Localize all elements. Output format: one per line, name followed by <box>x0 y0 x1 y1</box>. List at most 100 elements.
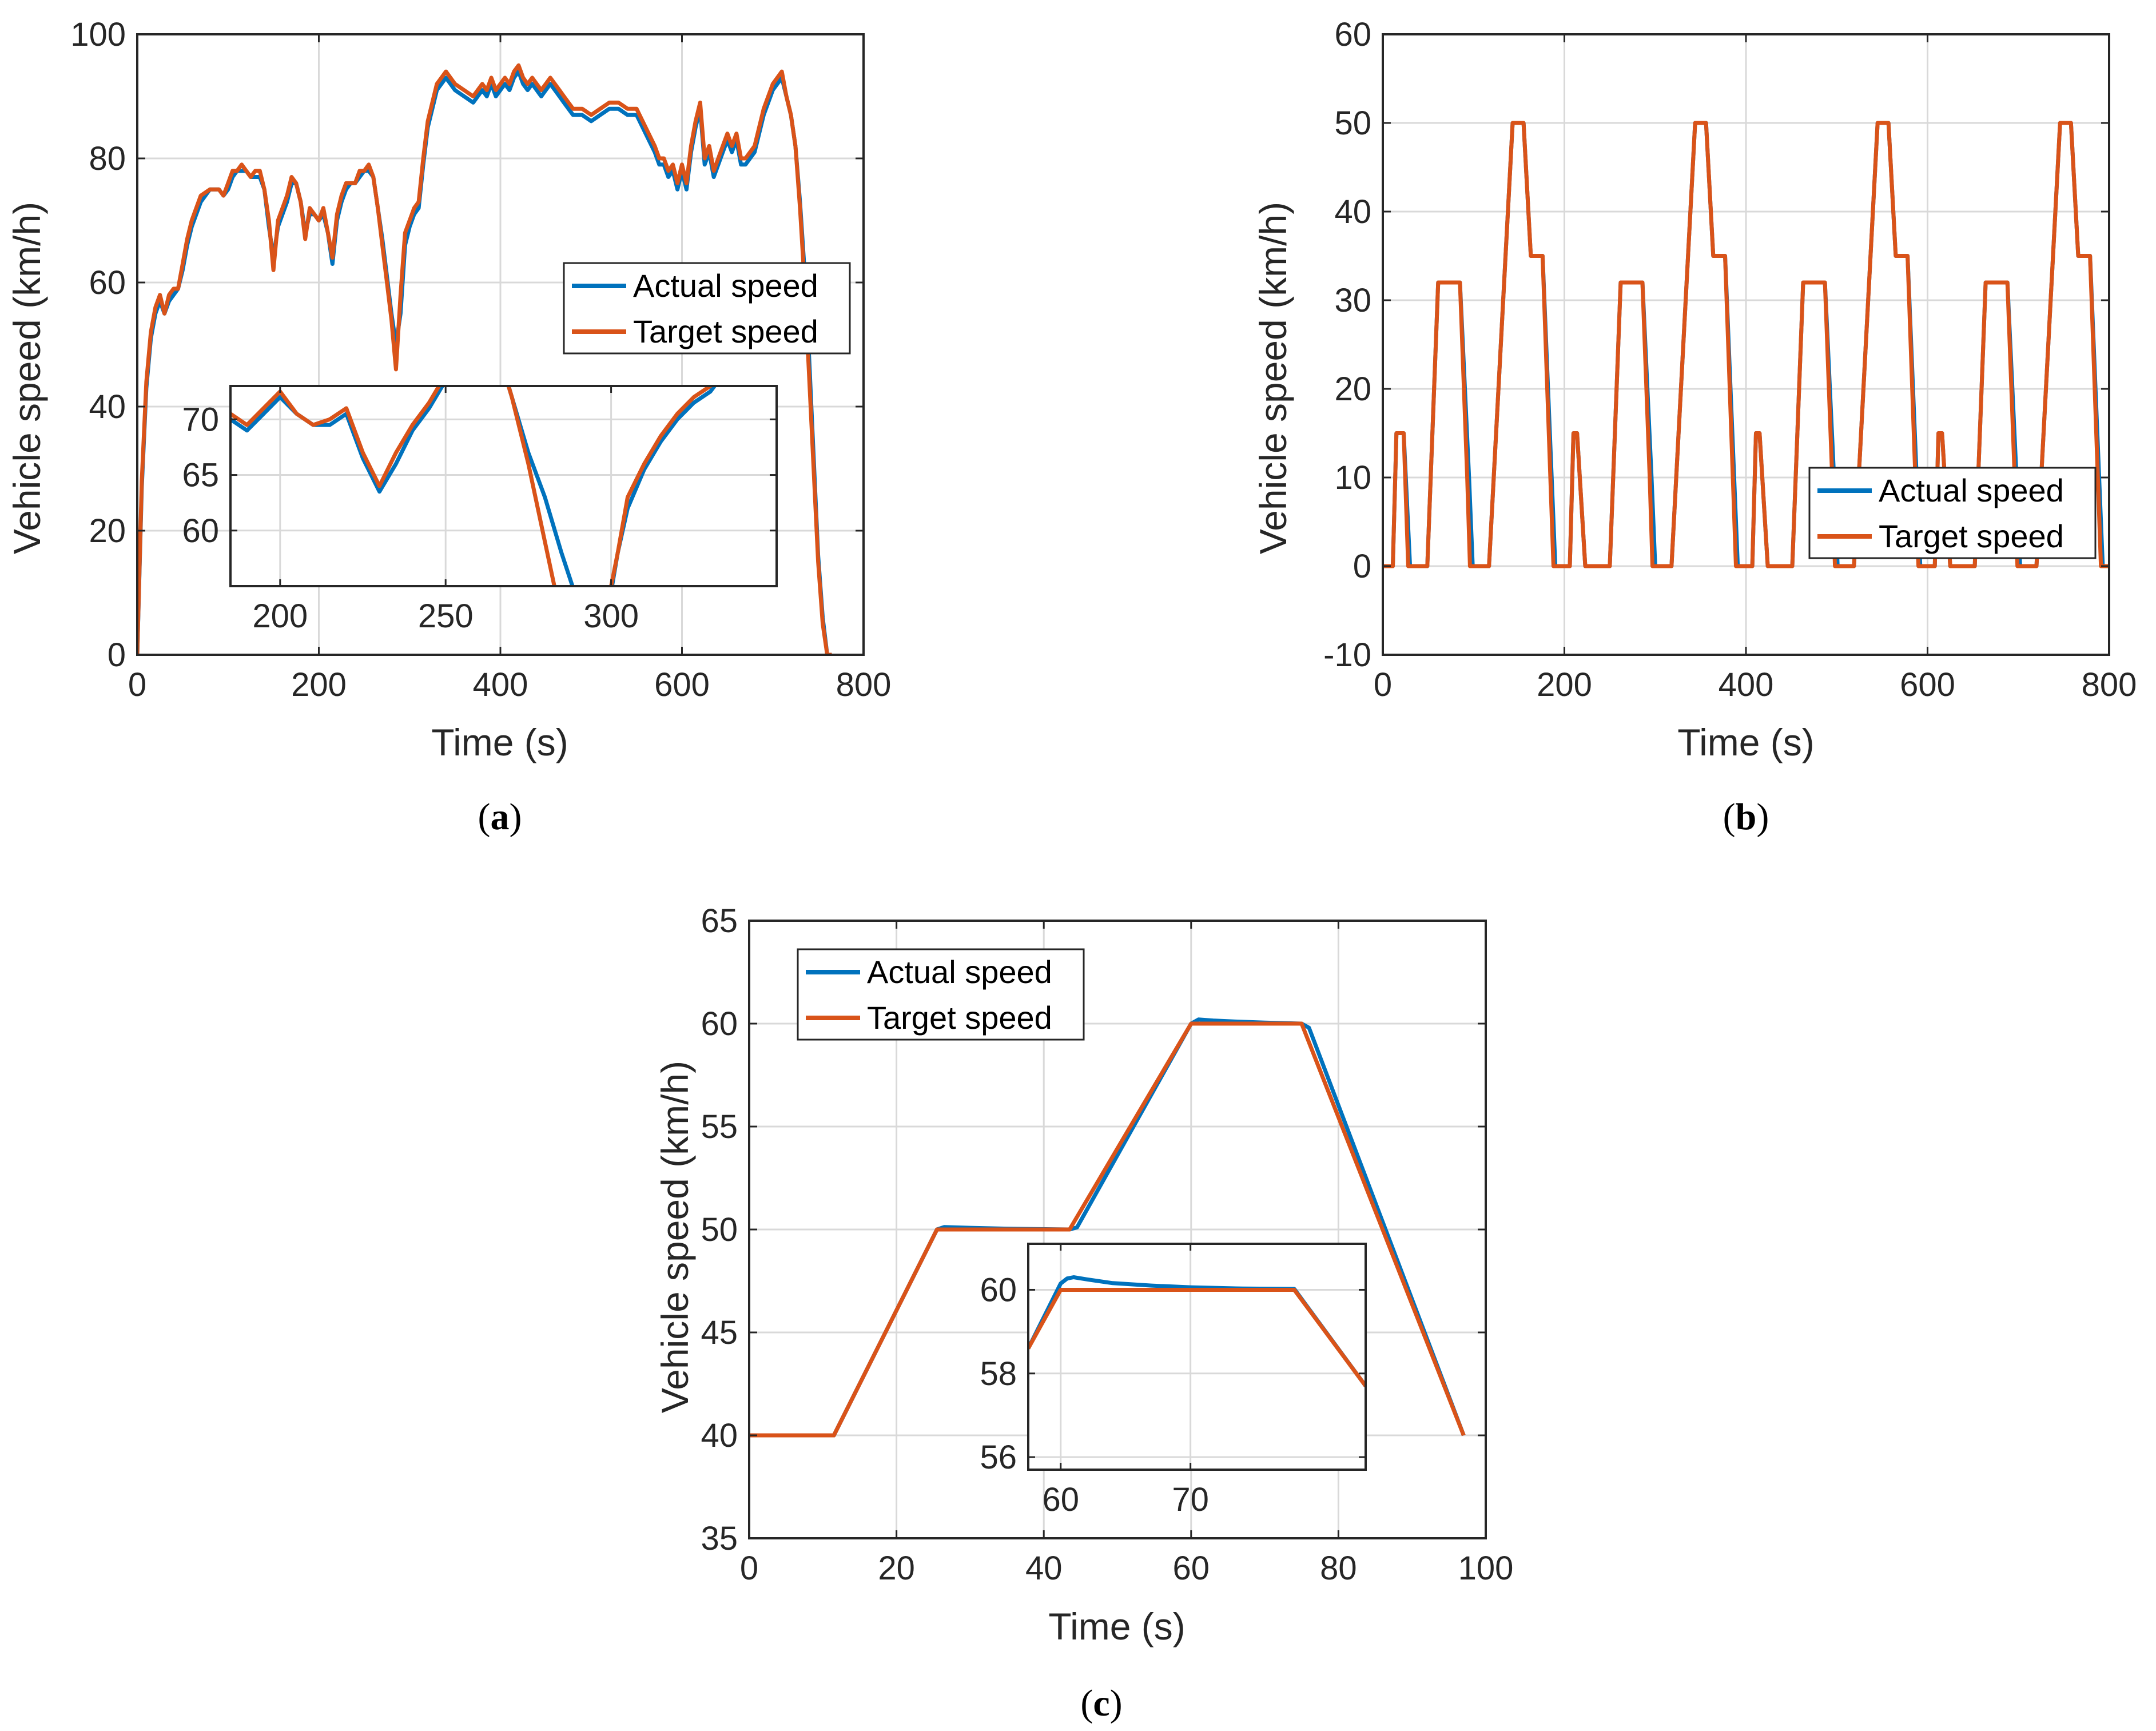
panel-a-inset-xtick-label: 200 <box>252 598 308 635</box>
panel-a-legend-box <box>563 262 851 355</box>
panel-b-ytick-label: 40 <box>1334 193 1371 230</box>
panel-a-inset-frame <box>229 385 778 587</box>
panel-a-ytick-label: 0 <box>108 636 126 674</box>
panel-b-ytick-label: 60 <box>1334 16 1371 53</box>
panel-b-ytick-label: 20 <box>1334 371 1371 408</box>
panel-b-legend: Actual speed Target speed <box>1808 467 2097 559</box>
panel-c-ytick-label: 60 <box>701 1005 738 1042</box>
panel-a-xtick-label: 0 <box>128 666 146 703</box>
panel-b-ytick-label: 50 <box>1334 105 1371 142</box>
panel-a-ytick-label: 40 <box>89 388 126 425</box>
panel-c-legend-target-label: Target speed <box>867 1000 1052 1036</box>
panel-b-series <box>1383 121 2109 568</box>
panel-c-inset-ytick-label: 60 <box>980 1271 1017 1308</box>
panel-a-label: (a) <box>478 796 522 838</box>
panel-c-inset-frame <box>1027 1243 1367 1471</box>
panel-a-inset-xtick-label: 300 <box>583 598 639 635</box>
panel-a-inset-ytick-label: 60 <box>182 512 219 550</box>
panel-b-legend-actual-label: Actual speed <box>1879 472 2064 508</box>
panel-a-ytick-label: 80 <box>89 140 126 177</box>
panel-a-label-letter: a <box>491 796 510 838</box>
panel-c-inset-ytick-label: 58 <box>980 1355 1017 1392</box>
panel-a-legend-actual-label: Actual speed <box>633 268 818 304</box>
panel-c-xtick-label: 80 <box>1320 1550 1357 1587</box>
panel-c-inset-ticks: 60 70 56 58 60 <box>980 1244 1366 1518</box>
panel-a-xtick-label: 200 <box>291 666 347 703</box>
panel-c-series <box>749 1017 1466 1438</box>
panel-c-ylabel: Vehicle speed (km/h) <box>654 1061 696 1413</box>
panel-c-ytick-label: 45 <box>701 1314 738 1351</box>
panel-c-ytick-label: 65 <box>701 902 738 940</box>
panel-a-legend-target-label: Target speed <box>633 313 818 349</box>
panel-c: 60 70 56 58 60 0 20 40 60 80 100 35 40 45 50 55 60 65 Ti… <box>654 902 1513 1724</box>
panel-b-legend-box <box>1808 467 2097 559</box>
panel-c-ytick-label: 35 <box>701 1520 738 1557</box>
panel-b-label: (b) <box>1723 796 1769 838</box>
panel-a: 200 250 300 60 65 70 0 200 400 600 800 0 20 40 60 80 10… <box>6 16 891 838</box>
panel-a-inset-xtick-label: 250 <box>418 598 474 635</box>
panel-b-xtick-label: 0 <box>1374 666 1392 703</box>
panel-c-inset: 60 70 56 58 60 <box>980 1243 1367 1518</box>
panel-b-label-letter: b <box>1736 796 1757 838</box>
panel-b-xlabel: Time (s) <box>1677 721 1815 763</box>
panel-b-legend-target-label: Target speed <box>1879 518 2064 554</box>
panel-c-xtick-label: 60 <box>1173 1550 1210 1587</box>
panel-c-inset-background <box>1028 1244 1366 1470</box>
panel-c-legend-box <box>797 948 1085 1041</box>
panel-c-legend: Actual speed Target speed <box>797 948 1085 1041</box>
panel-c-xtick-label: 40 <box>1025 1550 1063 1587</box>
panel-b-ytick-label: 0 <box>1353 548 1371 585</box>
panel-a-inset-grid <box>230 386 777 586</box>
panel-b-xtick-label: 200 <box>1537 666 1592 703</box>
panel-a-ticks: 0 200 400 600 800 0 20 40 60 80 100 <box>70 16 891 703</box>
panel-c-ticks: 0 20 40 60 80 100 35 40 45 50 55 60 65 <box>701 902 1513 1587</box>
panel-c-ytick-label: 40 <box>701 1417 738 1454</box>
panel-a-xlabel: Time (s) <box>431 721 568 763</box>
panel-a-xtick-label: 400 <box>473 666 528 703</box>
panel-a-inset-background <box>230 386 777 586</box>
panel-a-target-speed-line <box>137 63 832 655</box>
panel-c-inset-xtick-label: 60 <box>1042 1481 1079 1518</box>
panel-a-ytick-label: 60 <box>89 264 126 301</box>
panel-b-xtick-label: 600 <box>1900 666 1955 703</box>
panel-c-inset-series <box>1028 1275 1366 1387</box>
panel-b-xtick-label: 800 <box>2082 666 2137 703</box>
panel-b-ytick-label: 30 <box>1334 282 1371 319</box>
panel-c-xtick-label: 0 <box>740 1550 758 1587</box>
panel-c-xtick-label: 100 <box>1458 1550 1514 1587</box>
panel-c-inset-target-speed-line <box>1028 1288 1366 1387</box>
panel-a-xtick-label: 800 <box>836 666 892 703</box>
panel-b-ylabel: Vehicle speed (km/h) <box>1252 202 1294 554</box>
panel-a-inset-axes-box <box>229 385 778 587</box>
panel-a-ytick-label: 20 <box>89 512 126 550</box>
panel-a-legend: Actual speed Target speed <box>563 262 851 355</box>
panel-b-grid <box>1383 34 2109 655</box>
panel-c-inset-ytick-label: 56 <box>980 1439 1017 1476</box>
panel-b-ytick-label: -10 <box>1323 636 1371 674</box>
panel-a-inset-ytick-label: 65 <box>182 457 219 494</box>
panel-a-inset-target-speed-line <box>230 386 713 586</box>
panel-c-ytick-label: 50 <box>701 1211 738 1248</box>
panel-c-xtick-label: 20 <box>878 1550 915 1587</box>
panel-b-target-speed-line <box>1383 121 2109 568</box>
panel-c-target-speed-line <box>749 1021 1466 1438</box>
panel-c-inset-xtick-label: 70 <box>1172 1481 1209 1518</box>
panel-b-xtick-label: 400 <box>1719 666 1774 703</box>
panel-a-inset-ticks: 200 250 300 60 65 70 <box>182 386 777 635</box>
panel-a-inset-series <box>230 386 717 586</box>
panel-b-ytick-label: 10 <box>1334 459 1371 496</box>
panel-a-inset-ytick-label: 70 <box>182 401 219 438</box>
panel-c-inset-axes-box <box>1027 1243 1367 1471</box>
panel-a-ytick-label: 100 <box>70 16 126 53</box>
panel-c-ytick-label: 55 <box>701 1108 738 1145</box>
panel-a-series <box>137 63 832 655</box>
panel-c-xlabel: Time (s) <box>1048 1605 1186 1648</box>
panel-a-inset: 200 250 300 60 65 70 <box>182 385 778 635</box>
panel-c-legend-actual-label: Actual speed <box>867 954 1052 990</box>
panel-c-label: (c) <box>1080 1682 1122 1724</box>
panel-a-xtick-label: 600 <box>654 666 710 703</box>
